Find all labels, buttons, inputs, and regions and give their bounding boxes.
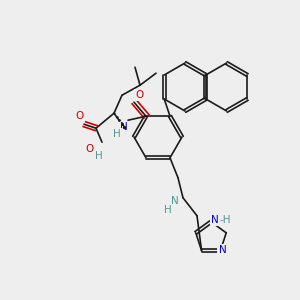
Text: N: N xyxy=(120,122,128,132)
Text: O: O xyxy=(86,144,94,154)
Text: N: N xyxy=(218,245,226,255)
Text: H: H xyxy=(113,129,121,139)
Text: H: H xyxy=(164,205,172,215)
Text: H: H xyxy=(95,151,103,161)
Text: N: N xyxy=(171,196,179,206)
Text: O: O xyxy=(76,111,84,121)
Text: N: N xyxy=(211,215,219,225)
Text: O: O xyxy=(135,90,143,100)
Text: -H: -H xyxy=(219,215,231,225)
